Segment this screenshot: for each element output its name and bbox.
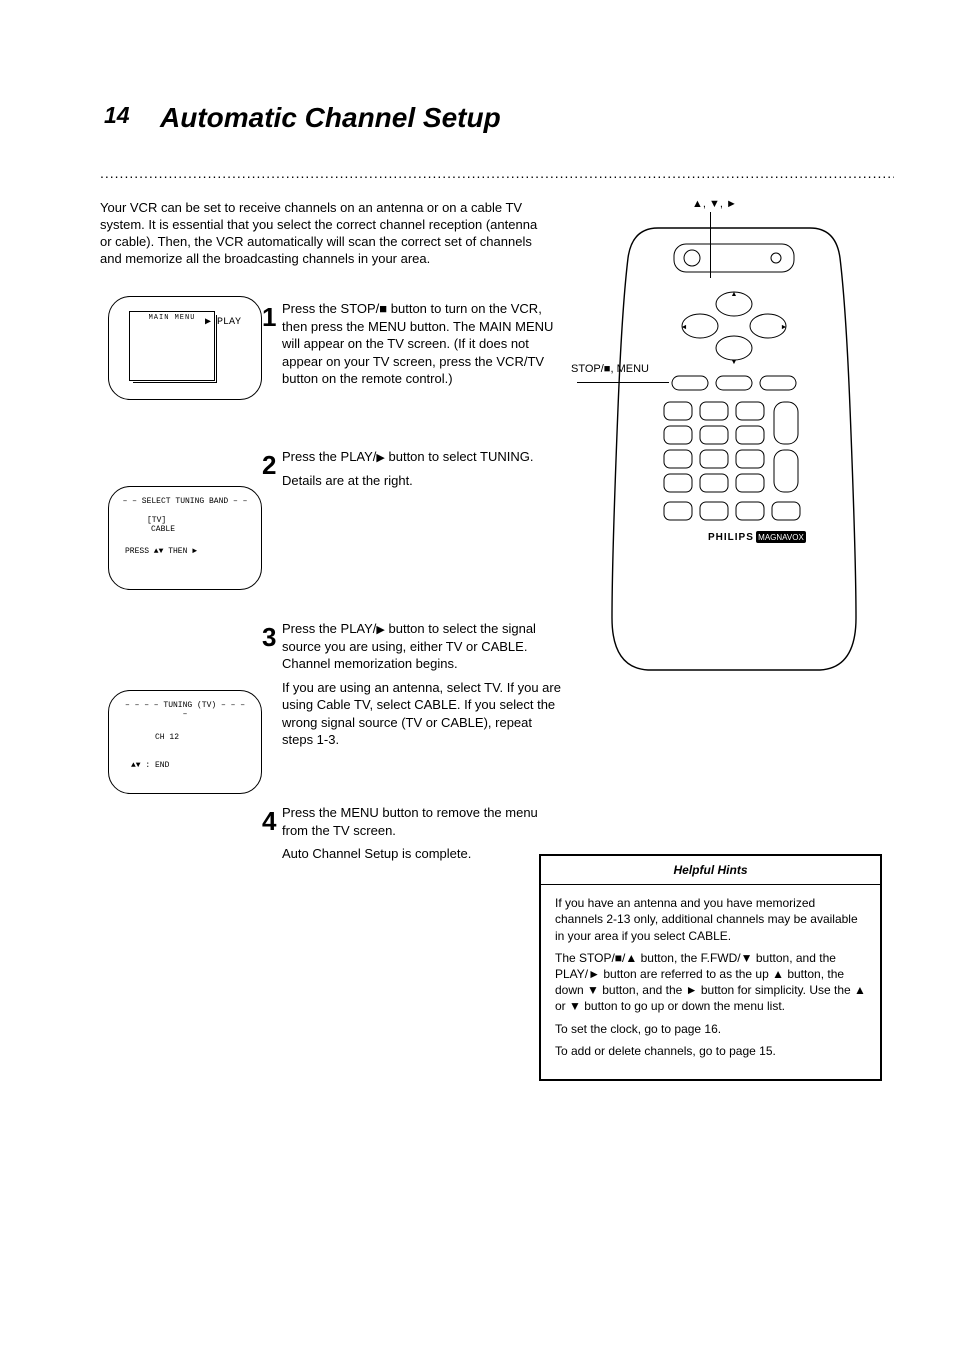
step-4-text-b: Auto Channel Setup is complete.: [282, 845, 564, 863]
tv2-line4: PRESS ▲▼ THEN ►: [125, 547, 249, 556]
tv-screen-2: – – SELECT TUNING BAND – – [TV] CABLE PR…: [108, 486, 262, 590]
step-1-text-a: Press the STOP/: [282, 301, 379, 316]
page-root: 14 Automatic Channel Setup .............…: [0, 0, 954, 1351]
step-4: 4 Press the MENU button to remove the me…: [282, 804, 564, 863]
svg-text:▼: ▼: [731, 359, 738, 366]
step-3: 3 Press the PLAY/▶ button to select the …: [282, 620, 564, 749]
tv1-play-text: PLAY: [217, 317, 241, 328]
tv1-main-menu-box: MAIN MENU: [129, 311, 215, 381]
step-3-text-a: Press the PLAY/: [282, 621, 376, 636]
svg-text:►: ►: [781, 324, 788, 331]
tv-1-inner: MAIN MENU ▶ PLAY: [121, 307, 249, 389]
step-1-number: 1: [262, 300, 276, 335]
remote-control-diagram: ▲ ▼ ◄ ►: [608, 226, 860, 672]
tv2-line2: [TV]: [147, 516, 249, 525]
step-2-number: 2: [262, 448, 276, 483]
tv-2-inner: – – SELECT TUNING BAND – – [TV] CABLE PR…: [121, 497, 249, 579]
step-4-text: Press the MENU button to remove the menu…: [282, 804, 564, 839]
svg-text:◄: ◄: [681, 324, 688, 331]
hints-p3: To set the clock, go to page 16.: [555, 1021, 866, 1037]
tv1-main-menu-label: MAIN MENU: [130, 314, 214, 322]
step-2-text-c: Details are at the right.: [282, 472, 564, 490]
step-1: 1 Press the STOP/■ button to turn on the…: [282, 300, 564, 388]
tv2-line1: – – SELECT TUNING BAND – –: [121, 497, 249, 506]
hints-p2: The STOP/■/▲ button, the F.FWD/▼ button,…: [555, 950, 866, 1015]
play-icon: ▶: [376, 453, 384, 464]
helpful-hints-box: Helpful Hints If you have an antenna and…: [539, 854, 882, 1081]
step-2-text-a: Press the PLAY/: [282, 449, 376, 464]
play-icon: ▶: [376, 625, 384, 636]
leader-stopmenu-h: [577, 382, 669, 383]
hints-p1: If you have an antenna and you have memo…: [555, 895, 866, 944]
hints-title: Helpful Hints: [541, 856, 880, 884]
leader-arrows-v: [710, 212, 711, 278]
page-number: 14: [104, 102, 130, 129]
page-title: Automatic Channel Setup: [160, 102, 501, 134]
step-4-number: 4: [262, 804, 276, 839]
step-3-number: 3: [262, 620, 276, 655]
tv-screen-3: – – – – TUNING (TV) – – – – CH 12 ▲▼ : E…: [108, 690, 262, 794]
tv-screen-1: MAIN MENU ▶ PLAY: [108, 296, 262, 400]
tv2-line3: CABLE: [151, 525, 249, 534]
tv3-line2: CH 12: [155, 733, 249, 742]
remote-label-stop-menu: STOP/■, MENU: [571, 363, 649, 375]
intro-paragraph: Your VCR can be set to receive channels …: [100, 200, 550, 268]
brand-philips: PHILIPS: [708, 532, 754, 543]
stop-glyph: ■: [379, 301, 387, 316]
svg-text:▲: ▲: [731, 291, 738, 298]
tv1-play-glyph: ▶ PLAY: [205, 317, 241, 329]
remote-label-arrows: ▲, ▼, ►: [692, 198, 737, 210]
step-2-text-b: button to select TUNING.: [385, 449, 534, 464]
hints-body: If you have an antenna and you have memo…: [541, 885, 880, 1079]
hints-p4: To add or delete channels, go to page 15…: [555, 1043, 866, 1059]
brand-magnavox: MAGNAVOX: [758, 533, 804, 542]
step-2: 2 Press the PLAY/▶ button to select TUNI…: [282, 448, 564, 489]
tv-3-inner: – – – – TUNING (TV) – – – – CH 12 ▲▼ : E…: [121, 701, 249, 783]
tv3-line1: – – – – TUNING (TV) – – – –: [121, 701, 249, 719]
dotted-rule: ........................................…: [100, 165, 894, 181]
tv3-line3: ▲▼ : END: [131, 761, 249, 770]
step-3-text-c: If you are using an antenna, select TV. …: [282, 679, 564, 749]
